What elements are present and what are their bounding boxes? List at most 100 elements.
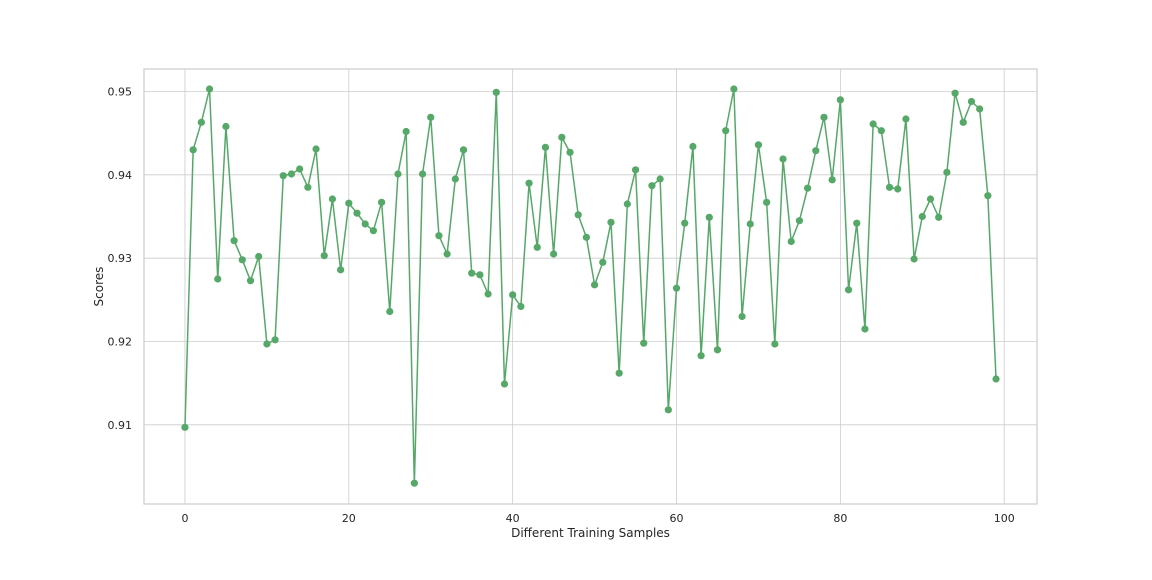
- data-point: [648, 182, 656, 190]
- data-point: [836, 96, 844, 104]
- data-point: [492, 88, 500, 96]
- series-layer: [181, 85, 1000, 487]
- data-point: [394, 170, 402, 178]
- data-point: [738, 312, 746, 321]
- data-point: [205, 85, 214, 93]
- data-point: [828, 176, 836, 184]
- x-tick-label: 0: [181, 512, 188, 525]
- data-point: [992, 375, 1000, 383]
- y-tick-label: 0.92: [108, 336, 133, 349]
- data-point: [885, 183, 894, 191]
- data-point: [320, 252, 328, 260]
- data-point: [951, 89, 959, 97]
- y-axis-label: Scores: [92, 267, 106, 307]
- data-point: [763, 198, 771, 206]
- data-point: [959, 118, 967, 126]
- data-point: [599, 258, 607, 266]
- data-point: [418, 170, 427, 178]
- data-point: [869, 120, 877, 128]
- data-point: [681, 219, 689, 227]
- data-point: [296, 165, 304, 173]
- data-point: [353, 209, 361, 217]
- data-point: [935, 213, 943, 221]
- data-point: [279, 172, 287, 180]
- data-point: [705, 213, 713, 221]
- data-point: [361, 220, 369, 228]
- x-tick-label: 100: [994, 512, 1015, 525]
- data-point: [246, 277, 255, 285]
- y-tick-label: 0.95: [108, 86, 133, 99]
- x-tick-label: 80: [833, 512, 847, 525]
- data-point: [902, 115, 910, 123]
- data-point: [574, 211, 582, 219]
- data-point: [804, 184, 812, 192]
- data-point: [468, 269, 476, 277]
- series-line: [184, 88, 997, 484]
- x-axis-label: Different Training Samples: [511, 526, 670, 540]
- data-point: [181, 423, 189, 431]
- data-point: [484, 290, 492, 298]
- data-point: [779, 155, 787, 163]
- data-point: [713, 346, 722, 354]
- data-point: [345, 199, 353, 207]
- data-point: [263, 340, 271, 348]
- data-point: [894, 185, 902, 193]
- data-point: [631, 166, 640, 174]
- data-point: [722, 127, 730, 135]
- data-point: [525, 179, 533, 187]
- data-point: [328, 195, 337, 203]
- y-tick-label: 0.94: [108, 169, 133, 182]
- data-point: [230, 237, 238, 245]
- data-point: [607, 218, 615, 226]
- data-point: [541, 143, 550, 151]
- data-point: [427, 113, 435, 121]
- data-point: [451, 175, 459, 183]
- data-point: [640, 339, 648, 347]
- data-point: [754, 141, 763, 149]
- data-point: [410, 479, 418, 487]
- data-point: [222, 122, 230, 131]
- data-point: [820, 113, 828, 121]
- data-point: [664, 406, 672, 414]
- data-point: [615, 369, 623, 377]
- data-point: [918, 212, 926, 221]
- data-point: [623, 200, 631, 208]
- x-tick-label: 20: [342, 512, 356, 525]
- y-tick-label: 0.93: [108, 252, 133, 265]
- data-point: [795, 217, 804, 225]
- data-point: [435, 232, 443, 240]
- data-point: [337, 266, 345, 274]
- data-point: [984, 192, 992, 200]
- data-point: [197, 118, 205, 126]
- tick-labels: 0 20 40 60 80 100 0.91 0.92 0.93 0.94 0.95: [108, 86, 1015, 526]
- data-point: [271, 336, 279, 344]
- data-point: [500, 380, 509, 388]
- plot-frame: [143, 68, 1038, 505]
- data-point: [877, 127, 885, 135]
- data-point: [189, 146, 197, 154]
- data-point: [402, 127, 410, 136]
- data-point: [976, 105, 984, 113]
- data-point: [590, 281, 599, 289]
- x-tick-label: 40: [506, 512, 520, 525]
- data-point: [238, 256, 246, 264]
- data-point: [476, 271, 484, 279]
- data-point: [517, 302, 525, 311]
- data-point: [459, 146, 468, 154]
- data-point: [910, 255, 918, 263]
- data-point: [787, 237, 795, 246]
- data-point: [656, 175, 664, 183]
- data-point: [558, 133, 566, 141]
- data-point: [771, 340, 779, 348]
- data-point: [377, 198, 386, 206]
- data-point: [672, 284, 681, 292]
- data-point: [509, 291, 517, 299]
- data-point: [566, 148, 574, 156]
- data-point: [844, 286, 853, 294]
- data-point: [533, 243, 541, 251]
- data-point: [304, 183, 312, 191]
- data-point: [287, 170, 296, 178]
- data-point: [812, 147, 820, 155]
